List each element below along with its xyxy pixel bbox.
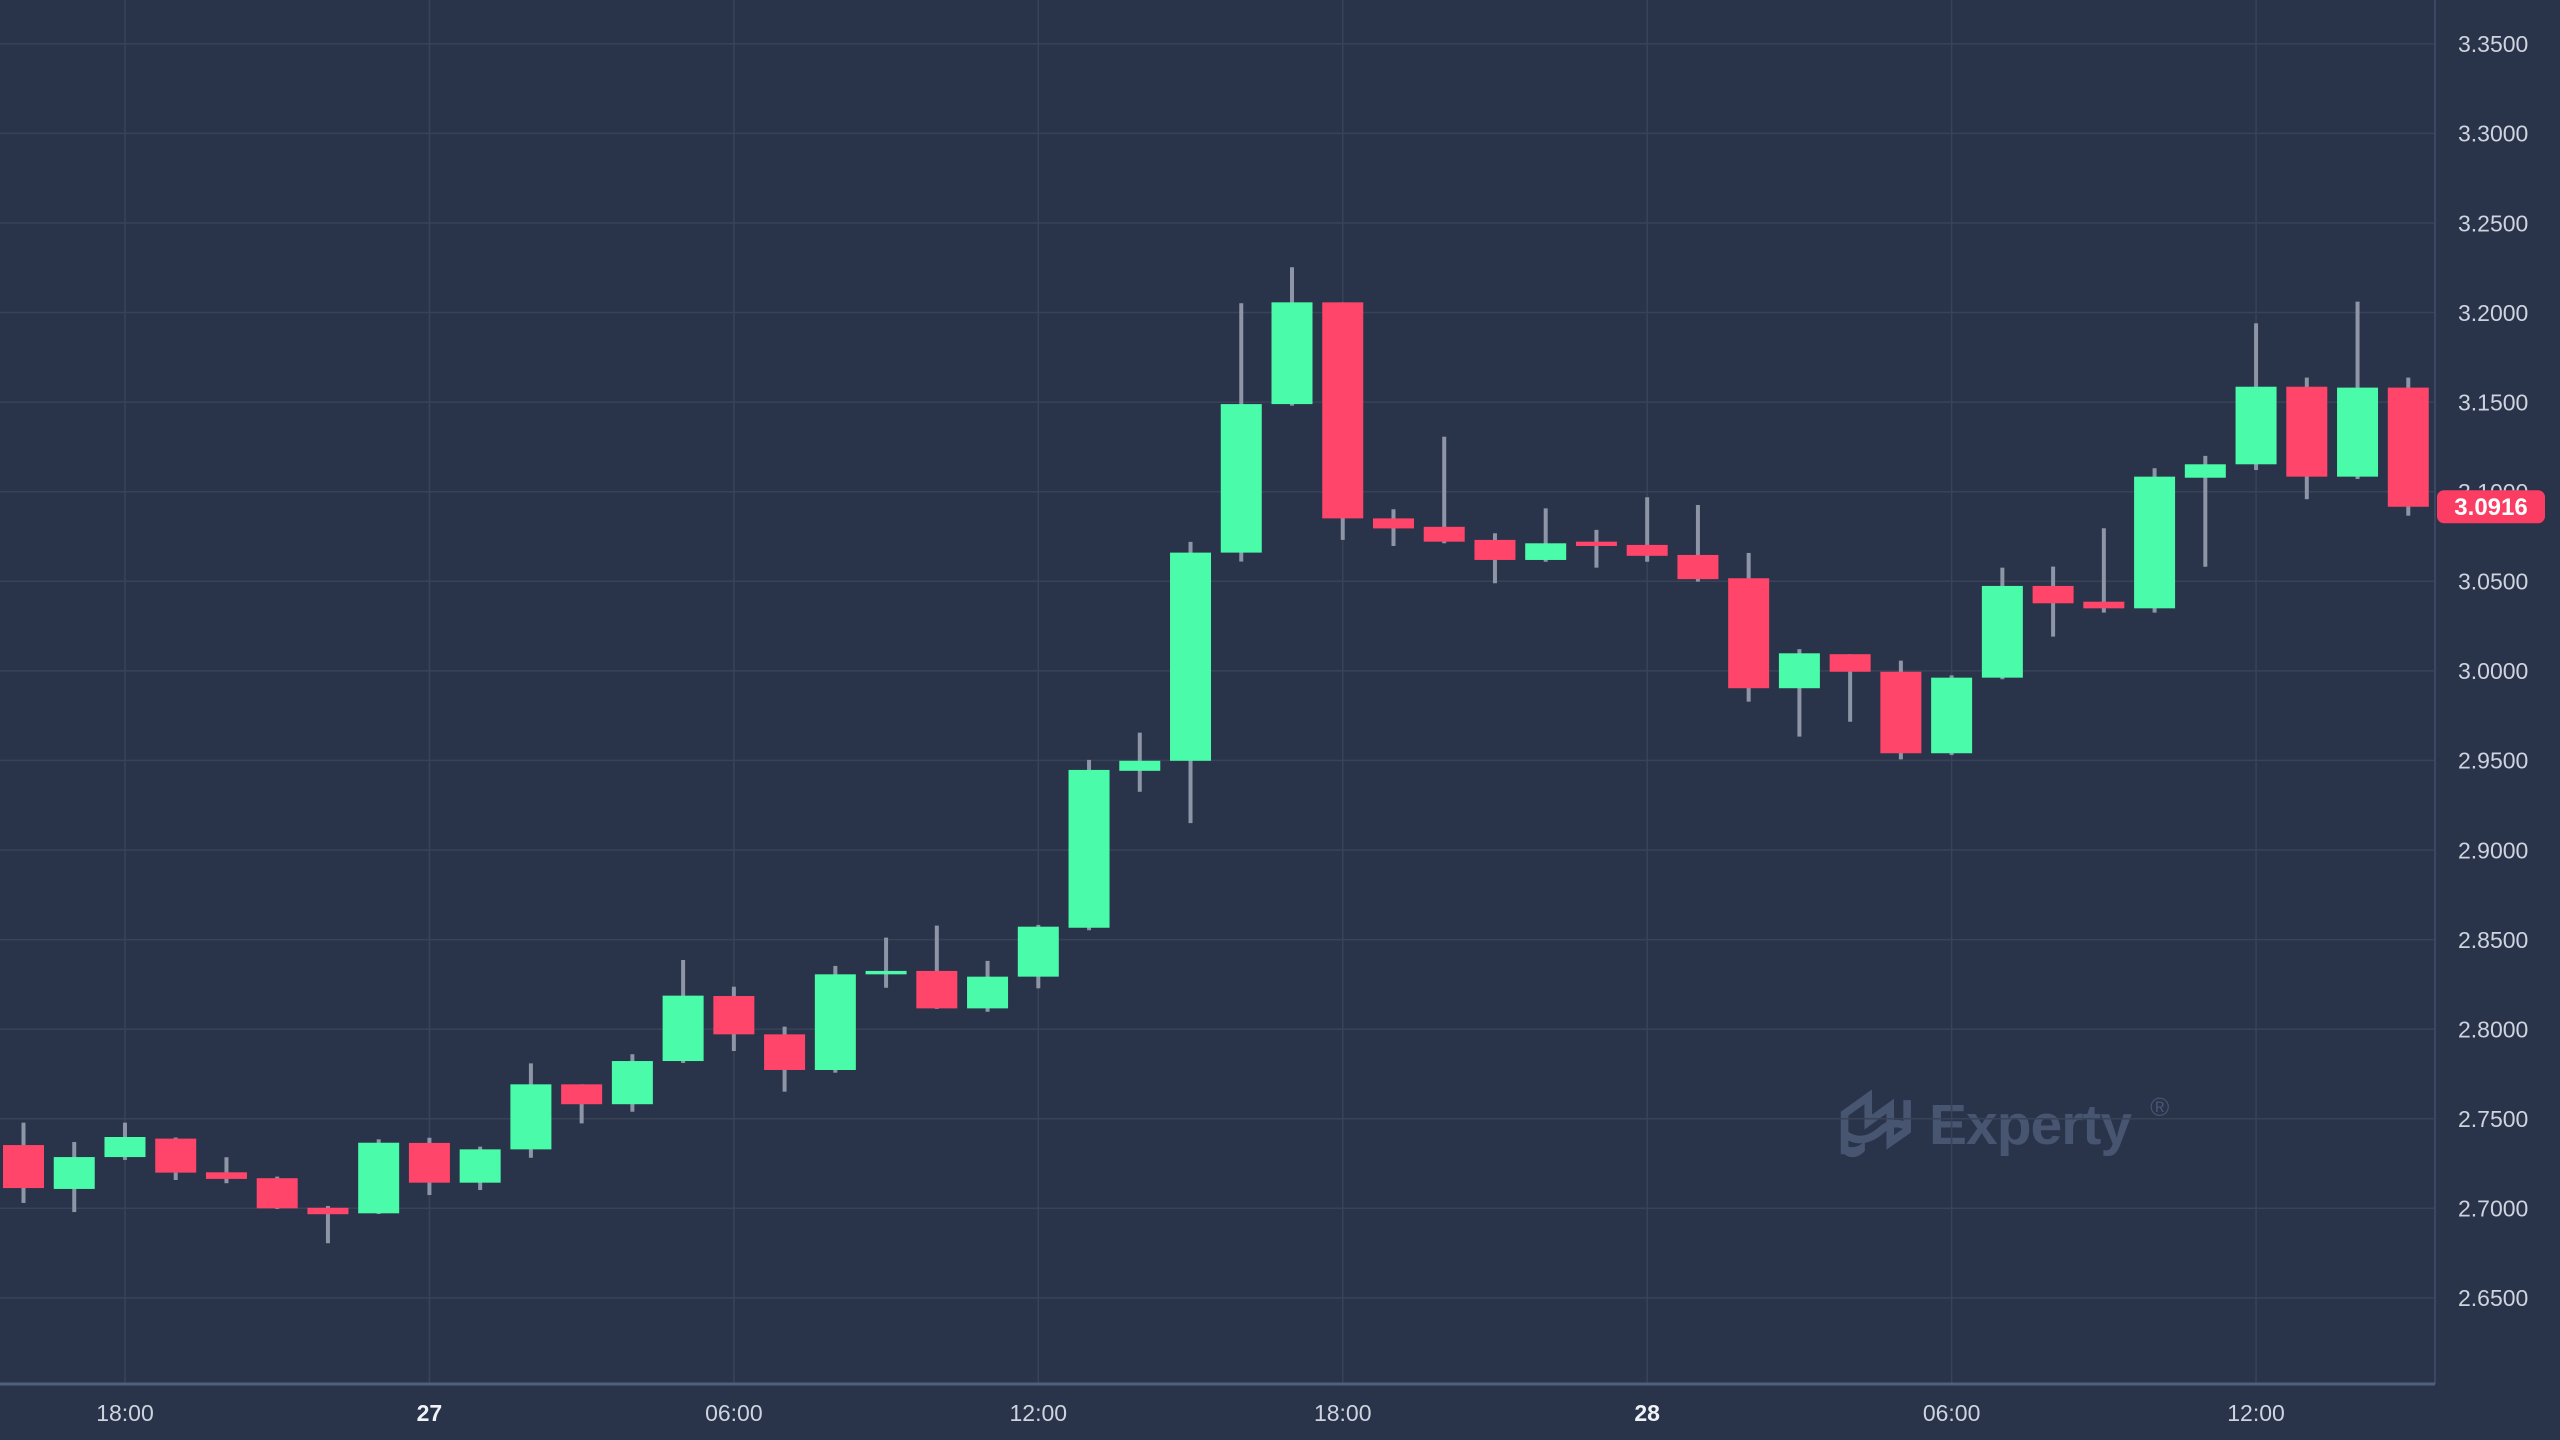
candle-body-up [1525, 543, 1567, 560]
candle-wick [1442, 436, 1447, 544]
candle-body-up [1017, 926, 1059, 977]
candle-body-up [1981, 585, 2023, 678]
candle-wick [884, 937, 889, 988]
time-axis-label: 28 [1634, 1400, 1660, 1426]
candle-wick [2101, 528, 2106, 613]
price-axis-label: 2.7000 [2458, 1196, 2528, 1222]
candle-body-up [814, 974, 856, 1070]
watermark: Experty ® [1836, 1090, 2169, 1161]
price-axis-label: 3.3000 [2458, 121, 2528, 147]
price-axis-label: 2.8500 [2458, 927, 2528, 953]
current-price-tag [2437, 490, 2545, 524]
candle-body-up [53, 1157, 95, 1189]
time-axis-label: 18:00 [1314, 1400, 1372, 1426]
candle-wick [1797, 649, 1802, 737]
experty-logo-icon [1840, 1090, 1911, 1158]
price-axis-label: 2.6500 [2458, 1285, 2528, 1311]
current-price-tag-value: 3.0916 [2454, 494, 2527, 521]
candle-body-down [2387, 387, 2429, 507]
candle-wick [934, 925, 939, 1009]
candle-body-up [1220, 404, 1262, 553]
candle-wick [1594, 529, 1599, 568]
candle-body-up [2134, 476, 2176, 609]
candle-body-down [1372, 518, 1414, 529]
candle-body-down [1728, 578, 1770, 689]
candle-body-down [1880, 671, 1922, 754]
candle-body-up [2184, 464, 2226, 478]
watermark-text: Experty [1929, 1093, 2132, 1157]
price-axis-label: 3.1500 [2458, 389, 2528, 415]
candle-body-down [1322, 302, 1364, 519]
candle-body-down [2083, 601, 2125, 609]
candle-body-up [967, 976, 1009, 1009]
price-axis-label: 3.0500 [2458, 569, 2528, 595]
candle-body-up [358, 1142, 400, 1214]
price-axis-label: 2.7500 [2458, 1106, 2528, 1132]
candle-body-down [1575, 541, 1617, 546]
time-axis-label: 27 [417, 1400, 443, 1426]
candle-body-down [713, 996, 755, 1035]
candle-wick [1695, 504, 1700, 582]
candle-body-up [1068, 769, 1110, 928]
registered-trademark-icon: ® [2150, 1092, 2170, 1122]
candle-body-up [2337, 387, 2379, 477]
time-axis-label: 12:00 [2227, 1400, 2285, 1426]
candle-body-down [408, 1142, 450, 1183]
candle-body-up [1119, 760, 1161, 771]
candle-body-up [662, 995, 704, 1062]
price-axis-label: 2.8000 [2458, 1016, 2528, 1042]
time-axis-label: 18:00 [96, 1400, 154, 1426]
candle-wick [1848, 654, 1853, 722]
candle-body-down [764, 1034, 806, 1070]
price-axis-label: 3.2000 [2458, 300, 2528, 326]
candle-body-up [1271, 302, 1313, 405]
candle-wick [2203, 455, 2208, 567]
candle-body-up [2235, 386, 2277, 465]
candle-body-up [104, 1136, 146, 1158]
candle-body-down [1423, 526, 1465, 542]
candle-wick [224, 1157, 229, 1184]
price-axis-label: 3.0000 [2458, 658, 2528, 684]
candle-body-up [1931, 677, 1973, 754]
candle-body-down [1829, 654, 1871, 672]
candle-body-up [510, 1084, 552, 1150]
candle-body-down [256, 1178, 298, 1209]
candle-wick [1645, 497, 1650, 562]
candle-body-up [1778, 653, 1820, 689]
candle-body-up [459, 1149, 501, 1183]
candle-wick [325, 1205, 330, 1244]
time-axis-label: 12:00 [1010, 1400, 1068, 1426]
candle-body-up [1170, 552, 1212, 761]
candle-body-up [611, 1061, 653, 1105]
candle-body-down [916, 970, 958, 1009]
candle-body-down [561, 1084, 603, 1105]
candle-body-up [865, 970, 907, 975]
candle-body-down [3, 1145, 44, 1189]
candle-body-down [2032, 585, 2074, 604]
price-axis-label: 2.9000 [2458, 837, 2528, 863]
candle-body-down [2286, 386, 2328, 477]
candle-body-down [1474, 539, 1516, 560]
candle-body-down [205, 1172, 247, 1179]
candle-body-down [155, 1138, 197, 1173]
candle-body-down [307, 1207, 349, 1215]
price-axis-label: 3.2500 [2458, 210, 2528, 236]
price-axis-label: 2.9500 [2458, 748, 2528, 774]
price-axis-label: 3.3500 [2458, 31, 2528, 57]
time-axis-label: 06:00 [1923, 1400, 1981, 1426]
candle-wick [1543, 508, 1548, 562]
candle-body-down [1626, 544, 1668, 556]
time-axis-label: 06:00 [705, 1400, 763, 1426]
candle-body-down [1677, 554, 1719, 580]
